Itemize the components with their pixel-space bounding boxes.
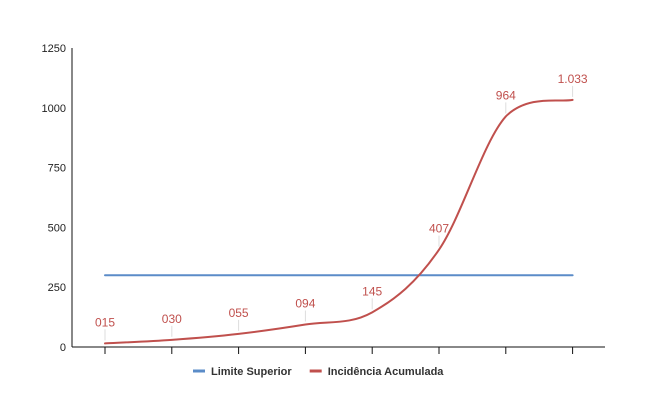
- data-labels: 015 030 055 094 145 407 964 1.033: [95, 72, 588, 330]
- y-tick-label: 0: [60, 342, 66, 354]
- legend-label: Incidência Acumulada: [328, 366, 445, 378]
- y-tick-label: 250: [48, 282, 66, 294]
- series-line-incidencia-acumulada: [104, 98, 574, 345]
- data-label: 964: [496, 88, 516, 102]
- y-tick-label: 1000: [42, 103, 66, 115]
- data-label: 055: [229, 306, 249, 320]
- data-label: 145: [362, 284, 382, 298]
- data-label: 1.033: [558, 72, 588, 86]
- data-label: 094: [295, 297, 315, 311]
- y-axis-ticks: 0 250 500 750 1000 1250: [42, 43, 66, 354]
- data-label: 407: [429, 222, 449, 236]
- series-lines: [104, 98, 574, 345]
- data-label: 030: [162, 312, 182, 326]
- legend-label: Limite Superior: [211, 366, 292, 378]
- legend: Limite Superior Incidência Acumulada: [193, 366, 444, 378]
- y-tick-label: 750: [48, 163, 66, 175]
- y-tick-label: 500: [48, 222, 66, 234]
- axes: [71, 48, 605, 354]
- data-label: 015: [95, 315, 115, 329]
- label-leaders: [104, 85, 574, 341]
- y-tick-label: 1250: [42, 43, 66, 55]
